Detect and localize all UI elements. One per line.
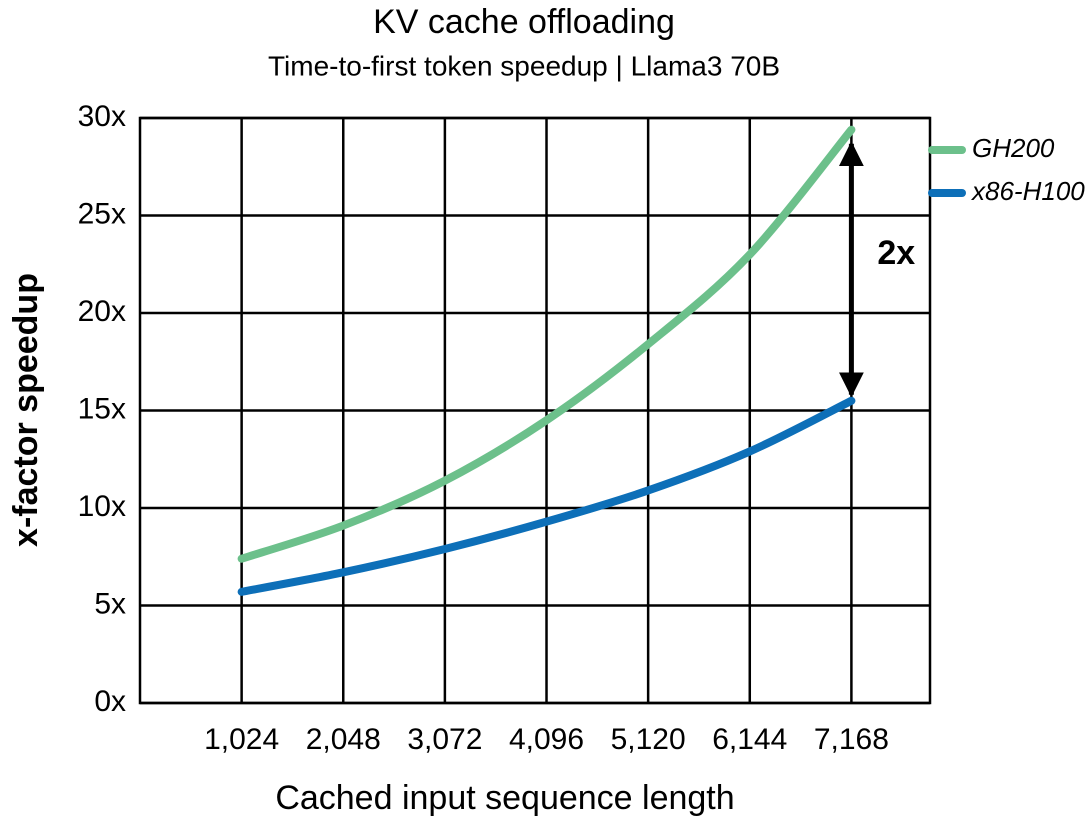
x-tick-label: 5,120 [611,723,686,756]
x-axis-label: Cached input sequence length [275,779,734,817]
legend-label: x86-H100 [970,176,1085,206]
legend-label: GH200 [972,133,1055,163]
x-tick-label: 6,144 [712,723,787,756]
chart-subtitle: Time-to-first token speedup | Llama3 70B [268,50,780,81]
series-line [237,396,856,596]
x-tick-label: 4,096 [509,723,584,756]
chart-title: KV cache offloading [373,3,675,41]
x-tick-label: 1,024 [204,723,279,756]
y-tick-label: 5x [94,587,126,620]
x-tick-label: 2,048 [306,723,381,756]
y-tick-label: 10x [78,490,126,523]
y-tick-label: 20x [78,295,126,328]
y-tick-label: 0x [94,685,126,718]
y-tick-label: 30x [78,100,126,133]
x-tick-label: 3,072 [407,723,482,756]
y-tick-label: 25x [78,197,126,230]
annotation-label: 2x [877,234,915,272]
series-line [237,125,856,563]
y-axis-label: x-factor speedup [7,273,45,547]
x-tick-label: 7,168 [814,723,889,756]
y-tick-label: 15x [78,392,126,425]
